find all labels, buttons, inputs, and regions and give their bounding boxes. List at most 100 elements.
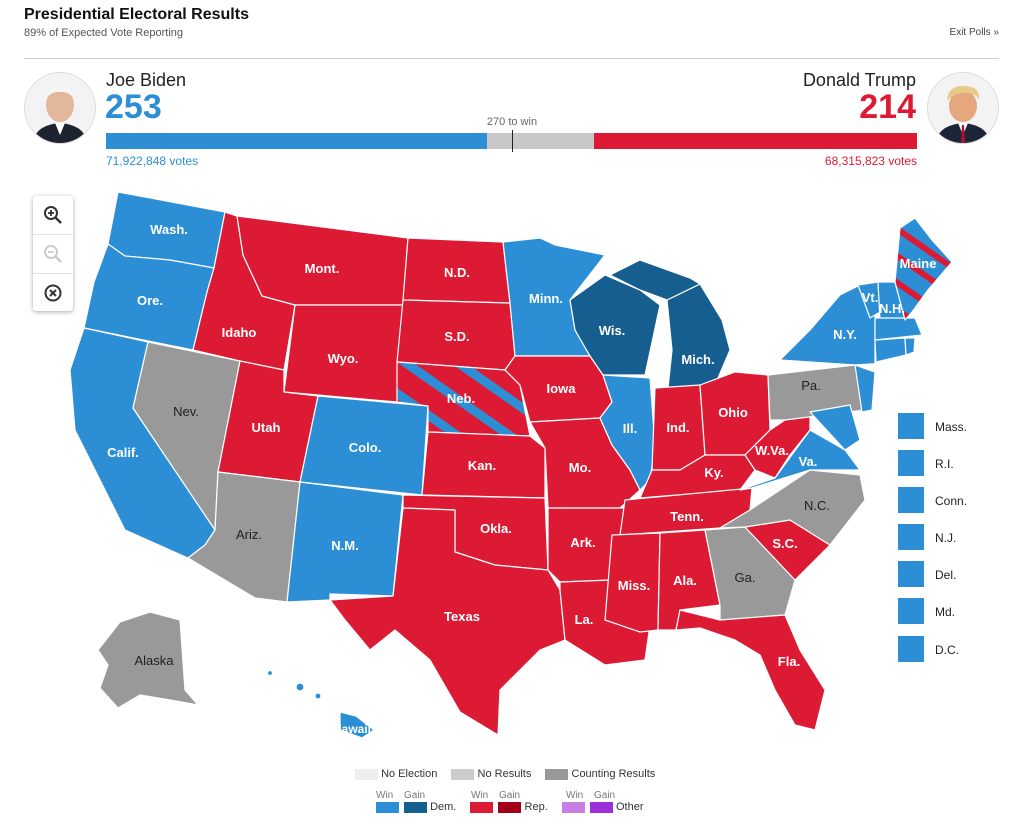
label-pa: Pa. (801, 378, 821, 393)
label-ok: Okla. (480, 521, 512, 536)
state-mi-up[interactable] (609, 259, 701, 301)
legend-rep-gain-label: Gain (499, 790, 521, 801)
label-mi: Mich. (681, 352, 714, 367)
state-ak[interactable] (97, 611, 199, 709)
dem-progress-bar (106, 133, 487, 149)
label-mo: Mo. (569, 460, 591, 475)
label-wa: Wash. (150, 222, 188, 237)
state-il[interactable] (599, 374, 656, 491)
label-az: Ariz. (236, 527, 262, 542)
small-state-box[interactable] (898, 450, 924, 476)
small-state-box[interactable] (898, 598, 924, 624)
state-fl[interactable] (675, 609, 826, 731)
label-or: Ore. (137, 293, 163, 308)
label-sd: S.D. (444, 329, 469, 344)
legend-other: Other (615, 801, 644, 813)
exit-polls-link[interactable]: Exit Polls » (949, 27, 999, 38)
legend-rep: Rep. (524, 801, 548, 813)
small-state-box[interactable] (898, 561, 924, 587)
state-ct[interactable] (874, 337, 907, 363)
legend-parties: Dem. Rep. Other (376, 801, 643, 813)
state-nc[interactable] (719, 469, 866, 546)
label-in: Ind. (666, 420, 689, 435)
label-vt: Vt. (862, 290, 879, 305)
state-mi[interactable] (666, 283, 731, 389)
state-me[interactable] (894, 217, 953, 321)
label-fl: Fla. (778, 654, 800, 669)
small-state-label: Mass. (935, 420, 968, 434)
state-hi[interactable] (339, 711, 375, 739)
zoom-controls (33, 196, 73, 311)
label-ia: Iowa (547, 381, 577, 396)
state-md[interactable] (809, 404, 861, 451)
counting-swatch (545, 768, 569, 780)
label-ak: Alaska (134, 653, 174, 668)
state-ms[interactable] (604, 532, 661, 633)
trump-electoral-votes: 214 (859, 88, 916, 126)
zoom-out-button[interactable] (33, 235, 73, 274)
state-hi-island[interactable] (295, 682, 305, 692)
dem-gain-swatch (404, 801, 427, 813)
small-state-label: Del. (935, 568, 957, 582)
state-ks[interactable] (421, 431, 546, 499)
small-state-label: N.J. (935, 531, 957, 545)
small-state-box[interactable] (898, 636, 924, 662)
legend-dem: Dem. (430, 801, 457, 813)
state-nj[interactable] (854, 364, 876, 413)
label-ny: N.Y. (833, 327, 857, 342)
us-electoral-map: Wash. Ore. Calif. Nev. Idaho Mont. Wyo. … (69, 191, 953, 739)
legend-rep-win-label: Win (471, 790, 489, 801)
label-mt: Mont. (305, 261, 340, 276)
rep-progress-bar (594, 133, 917, 149)
label-wv: W.Va. (755, 443, 789, 458)
label-nh: N.H. (879, 301, 905, 316)
win-threshold-label: 270 to win (486, 116, 538, 128)
label-il: Ill. (623, 421, 637, 436)
state-tx[interactable] (329, 507, 566, 736)
label-hi: Hawaii (333, 722, 371, 736)
small-state-label: Md. (935, 605, 956, 619)
rep-gain-swatch (498, 801, 522, 813)
label-ga: Ga. (735, 570, 756, 585)
state-wi[interactable] (569, 274, 661, 376)
label-tx: Texas (444, 609, 480, 624)
state-ma[interactable] (874, 317, 923, 341)
label-oh: Ohio (718, 405, 748, 420)
label-sc: S.C. (772, 536, 797, 551)
label-mn: Minn. (529, 291, 563, 306)
reset-zoom-icon (44, 284, 62, 302)
label-ne: Neb. (447, 391, 475, 406)
state-hi-island-3[interactable] (266, 669, 274, 677)
other-gain-swatch (589, 801, 613, 813)
state-ri[interactable] (904, 337, 916, 356)
label-id: Idaho (222, 325, 257, 340)
legend-other-gain-label: Gain (594, 790, 616, 801)
label-ar: Ark. (570, 535, 595, 550)
label-ks: Kan. (468, 458, 496, 473)
page-title: Presidential Electoral Results (24, 6, 249, 23)
small-state-box[interactable] (898, 413, 924, 439)
legend-no-results: No Results (477, 768, 532, 780)
zoom-in-button[interactable] (33, 196, 73, 235)
win-threshold-marker (512, 130, 513, 152)
no-results-swatch (451, 768, 475, 780)
legend-dem-gain-label: Gain (404, 790, 426, 801)
label-ms: Miss. (618, 578, 651, 593)
other-win-swatch (561, 801, 585, 813)
biden-avatar (24, 72, 96, 144)
state-hi-island-2[interactable] (314, 692, 322, 700)
zoom-in-icon (44, 206, 62, 224)
label-ut: Utah (252, 420, 281, 435)
state-wv[interactable] (744, 411, 811, 479)
small-state-box[interactable] (898, 487, 924, 513)
legend-status: No Election No Results Counting Results (355, 768, 655, 780)
dem-win-swatch (376, 801, 399, 813)
label-ca: Calif. (107, 445, 139, 460)
label-nc: N.C. (804, 498, 830, 513)
small-state-box[interactable] (898, 524, 924, 550)
trump-name: Donald Trump (802, 70, 916, 90)
trump-popular-votes: 68,315,823 votes (824, 154, 917, 168)
label-co: Colo. (349, 440, 382, 455)
reset-zoom-button[interactable] (33, 274, 73, 312)
label-la: La. (575, 612, 594, 627)
